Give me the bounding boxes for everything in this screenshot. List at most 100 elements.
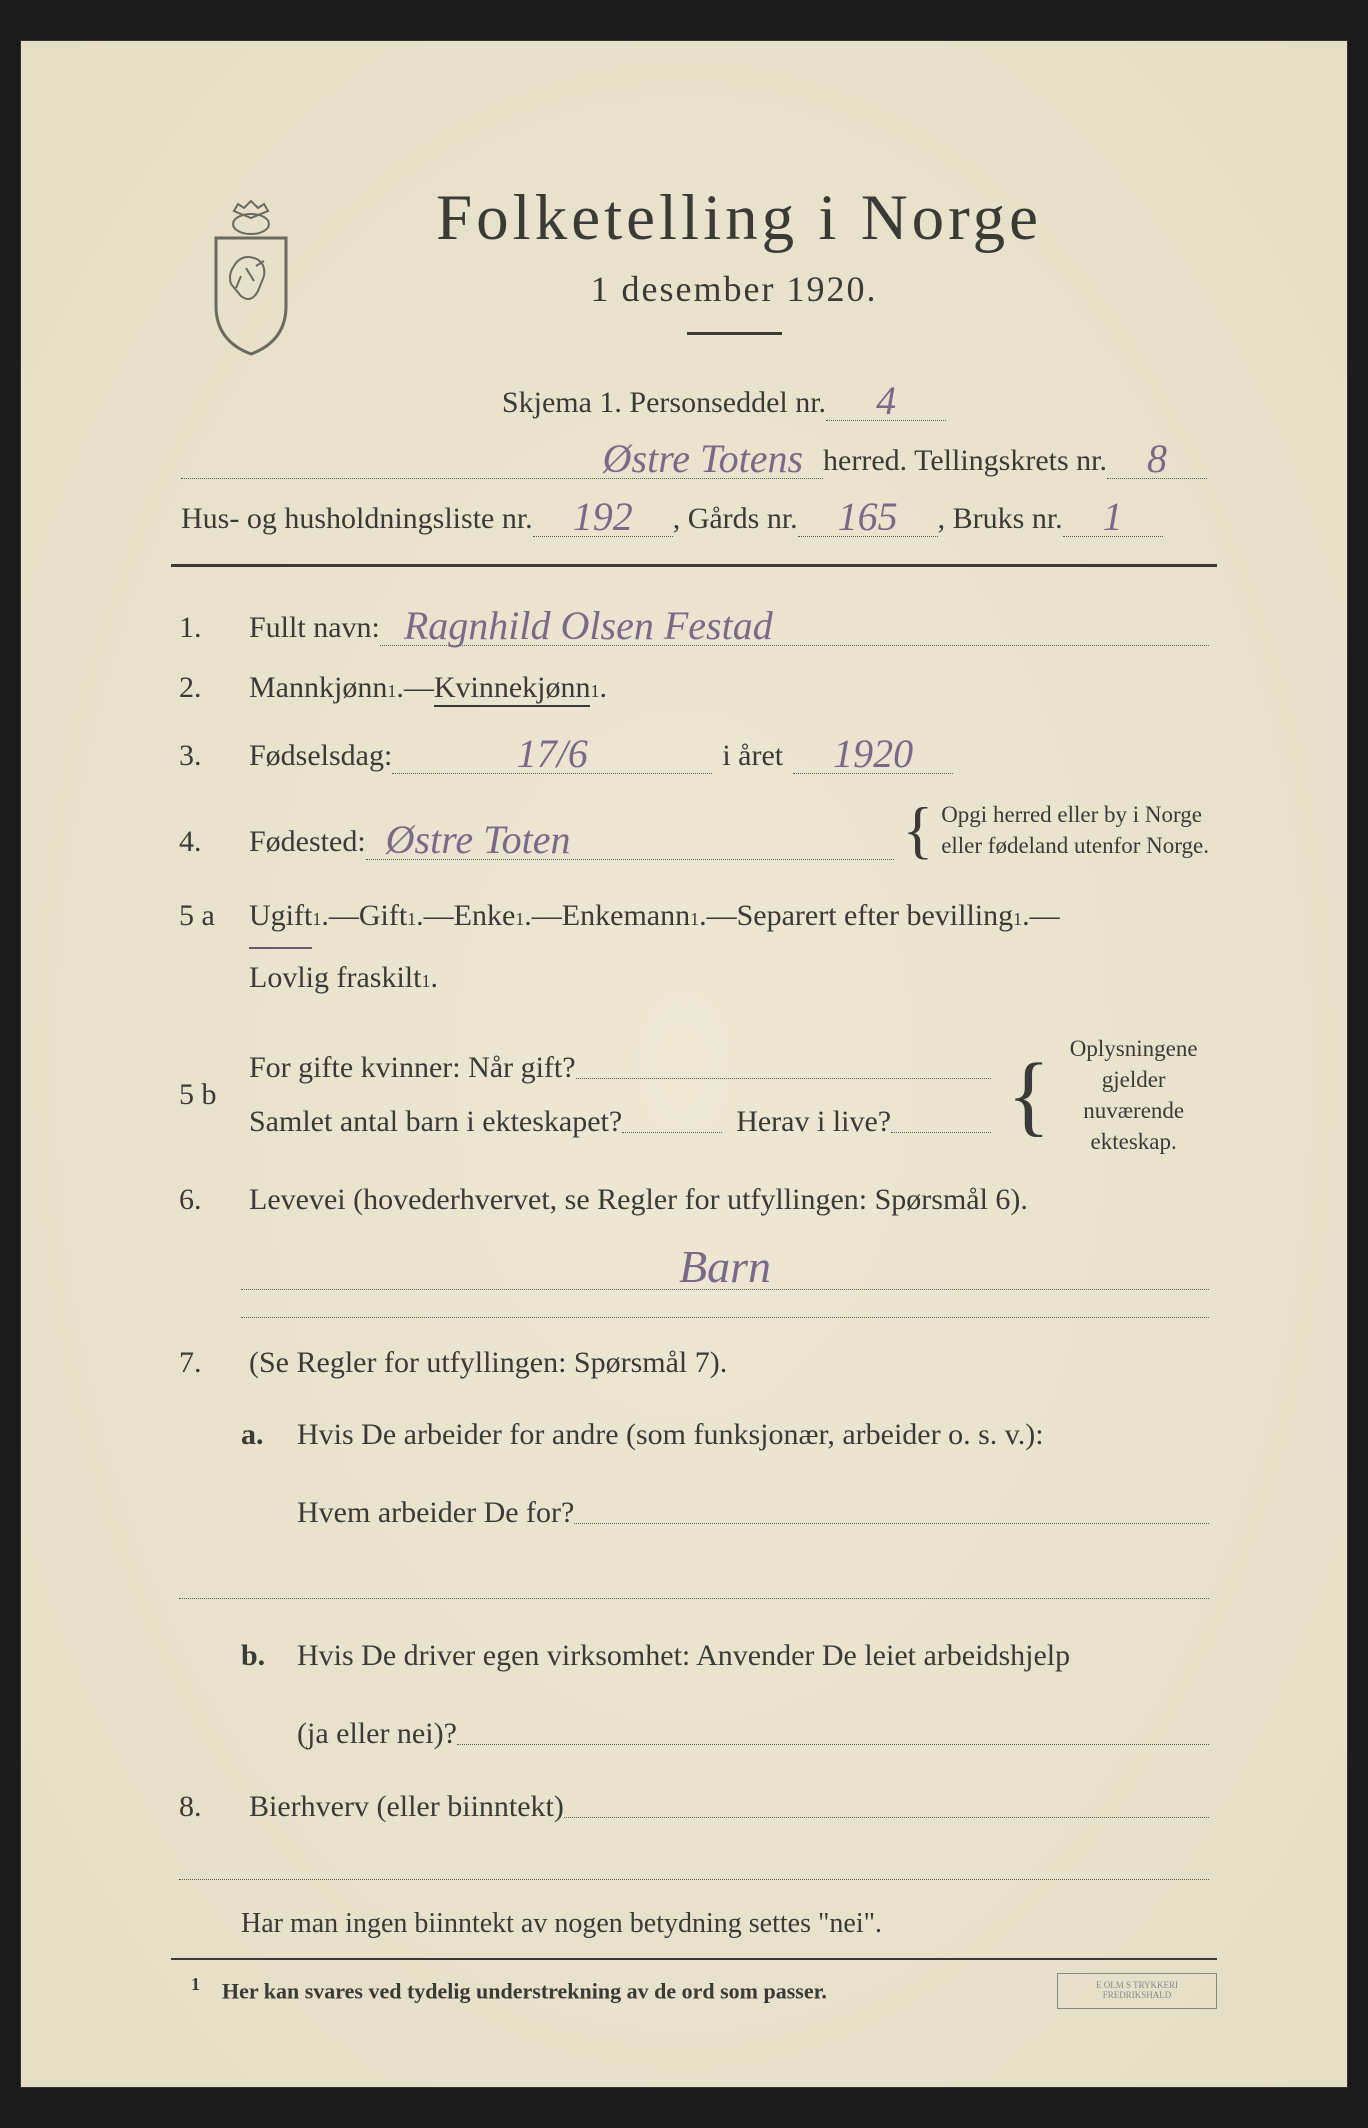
q5a-num: 5 a — [179, 899, 241, 933]
q1-label: Fullt navn: — [249, 611, 380, 645]
q7a-blank-line — [179, 1569, 1209, 1599]
q2-num: 2. — [179, 671, 241, 705]
q7a-l1: Hvis De arbeider for andre (som funksjon… — [297, 1406, 1209, 1465]
coat-of-arms-icon — [196, 196, 306, 356]
q8-num: 8. — [179, 1790, 241, 1824]
q6-fill-block: Barn — [179, 1243, 1209, 1318]
q3-day: 17/6 — [392, 735, 712, 774]
q7a-l2: Hvem arbeider De for? — [297, 1484, 574, 1543]
q7b-l1: Hvis De driver egen virksomhet: Anvender… — [297, 1627, 1209, 1686]
bruks-label: , Bruks nr. — [938, 502, 1063, 536]
brace-icon: { — [902, 814, 933, 846]
printer-stamp: E OLM S TRYKKERIFREDRIKSHALD — [1057, 1973, 1217, 2009]
q7a-row: a. Hvis De arbeider for andre (som funks… — [179, 1406, 1209, 1543]
q5a-row: 5 a Ugift1. — Gift1. — Enke1. — Enkemann… — [179, 887, 1209, 1007]
q1-value: Ragnhild Olsen Festad — [380, 607, 1209, 646]
q2-k: Kvinnekjønn — [434, 671, 591, 707]
footnote-text: Her kan svares ved tydelig understreknin… — [222, 1978, 827, 2003]
form-body: 1. Fullt navn: Ragnhild Olsen Festad 2. … — [171, 605, 1217, 1940]
q4-note1: Opgi herred eller by i Norge — [941, 802, 1202, 827]
footer-rule — [171, 1958, 1217, 1960]
divider — [171, 564, 1217, 567]
q4-label: Fødested: — [249, 825, 366, 859]
q3-row: 3. Fødselsdag: 17/6 i året 1920 — [179, 733, 1209, 773]
skjema-label: Skjema 1. Personseddel nr. — [502, 386, 826, 420]
personseddel-nr: 4 — [826, 382, 946, 421]
q7b-row: b. Hvis De driver egen virksomhet: Anven… — [179, 1627, 1209, 1764]
q6-row: 6. Levevei (hovederhvervet, se Regler fo… — [179, 1183, 1209, 1217]
page-title: Folketelling i Norge — [171, 181, 1217, 256]
q5a-last: Lovlig fraskilt — [249, 949, 421, 1008]
q2-m: Mannkjønn — [249, 671, 387, 705]
q1-num: 1. — [179, 611, 241, 645]
q7b-l2: (ja eller nei)? — [297, 1705, 457, 1764]
q1-row: 1. Fullt navn: Ragnhild Olsen Festad — [179, 605, 1209, 645]
q3-mid: i året — [722, 739, 783, 773]
q5a-opt3: Enkemann — [562, 887, 690, 946]
q3-year: 1920 — [793, 735, 953, 774]
q6-num: 6. — [179, 1183, 241, 1217]
meta-herred: Østre Totens herred. Tellingskrets nr. 8 — [181, 438, 1207, 478]
q2-dot2: . — [599, 671, 607, 705]
hus-nr: 192 — [533, 498, 673, 537]
footer-note: Har man ingen biinntekt av nogen betydni… — [179, 1908, 1209, 1940]
q8-blank-line — [179, 1850, 1209, 1880]
q2-row: 2. Mannkjønn1. — Kvinnekjønn1. — [179, 671, 1209, 707]
q8-label: Bierhverv (eller biinntekt) — [249, 1790, 564, 1824]
q5a-opt1: Gift — [359, 887, 407, 946]
q7-row: 7. (Se Regler for utfyllingen: Spørsmål … — [179, 1346, 1209, 1380]
q2-dot1: . — [396, 671, 404, 705]
page-subtitle: 1 desember 1920. — [171, 268, 1217, 310]
q5b-row: 5 b For gifte kvinner: Når gift? Samlet … — [179, 1033, 1209, 1157]
q7b-fill — [457, 1744, 1209, 1745]
herred-label: herred. Tellingskrets nr. — [823, 444, 1107, 478]
q7a-num: a. — [241, 1418, 289, 1452]
q5b-l1-fill — [576, 1078, 992, 1079]
q5b-l2a-fill — [622, 1132, 722, 1133]
tellingskrets-nr: 8 — [1107, 440, 1207, 479]
q2-dash: — — [404, 671, 434, 705]
footnote-sup: 1 — [191, 1974, 200, 1994]
census-form-page: Folketelling i Norge 1 desember 1920. Sk… — [20, 40, 1348, 2088]
hus-label: Hus- og husholdningsliste nr. — [181, 502, 533, 536]
q4-row: 4. Fødested: Østre Toten { Opgi herred e… — [179, 799, 1209, 861]
q5b-num: 5 b — [179, 1078, 241, 1112]
header: Folketelling i Norge 1 desember 1920. — [171, 181, 1217, 335]
shield-svg — [196, 196, 306, 356]
q2-sup2: 1 — [590, 681, 599, 702]
brace-icon: { — [1007, 1073, 1050, 1118]
q8-row: 8. Bierhverv (eller biinntekt) — [179, 1790, 1209, 1824]
q6-value: Barn — [241, 1245, 1209, 1290]
q5b-l1: For gifte kvinner: Når gift? — [249, 1051, 576, 1085]
gards-label: , Gårds nr. — [673, 502, 798, 536]
q7b-num: b. — [241, 1639, 289, 1673]
q5b-note2: gjelder nuværende — [1083, 1067, 1184, 1123]
q3-label: Fødselsdag: — [249, 739, 392, 773]
q6-blank-line — [241, 1288, 1209, 1318]
q7-num: 7. — [179, 1346, 241, 1380]
q8-fill — [564, 1817, 1209, 1818]
q5a-opt2: Enke — [454, 887, 516, 946]
q4-note: Opgi herred eller by i Norge eller fødel… — [941, 799, 1209, 861]
q2-sup1: 1 — [387, 681, 396, 702]
q5b-l2b-fill — [891, 1132, 991, 1133]
q5b-note: Oplysningene gjelder nuværende ekteskap. — [1058, 1033, 1209, 1157]
q6-label: Levevei (hovederhvervet, se Regler for u… — [249, 1183, 1028, 1217]
gards-nr: 165 — [798, 498, 938, 537]
q3-num: 3. — [179, 739, 241, 773]
q7a-fill — [574, 1523, 1209, 1524]
meta-block: Skjema 1. Personseddel nr. 4 Østre Toten… — [171, 380, 1217, 536]
q4-num: 4. — [179, 825, 241, 859]
bruks-nr: 1 — [1063, 498, 1163, 537]
q7-label: (Se Regler for utfyllingen: Spørsmål 7). — [249, 1346, 727, 1380]
q5a-opt0: Ugift — [249, 887, 312, 949]
q5b-note3: ekteskap. — [1091, 1129, 1177, 1154]
meta-skjema: Skjema 1. Personseddel nr. 4 — [181, 380, 1207, 420]
title-rule — [687, 332, 782, 335]
meta-hus: Hus- og husholdningsliste nr. 192 , Gård… — [181, 496, 1207, 536]
q4-note2: eller fødeland utenfor Norge. — [941, 833, 1209, 858]
q5b-l2b: Herav i live? — [736, 1105, 891, 1139]
q4-value: Østre Toten — [366, 821, 895, 860]
herred-value: Østre Totens — [181, 440, 823, 479]
q5b-note1: Oplysningene — [1070, 1036, 1198, 1061]
